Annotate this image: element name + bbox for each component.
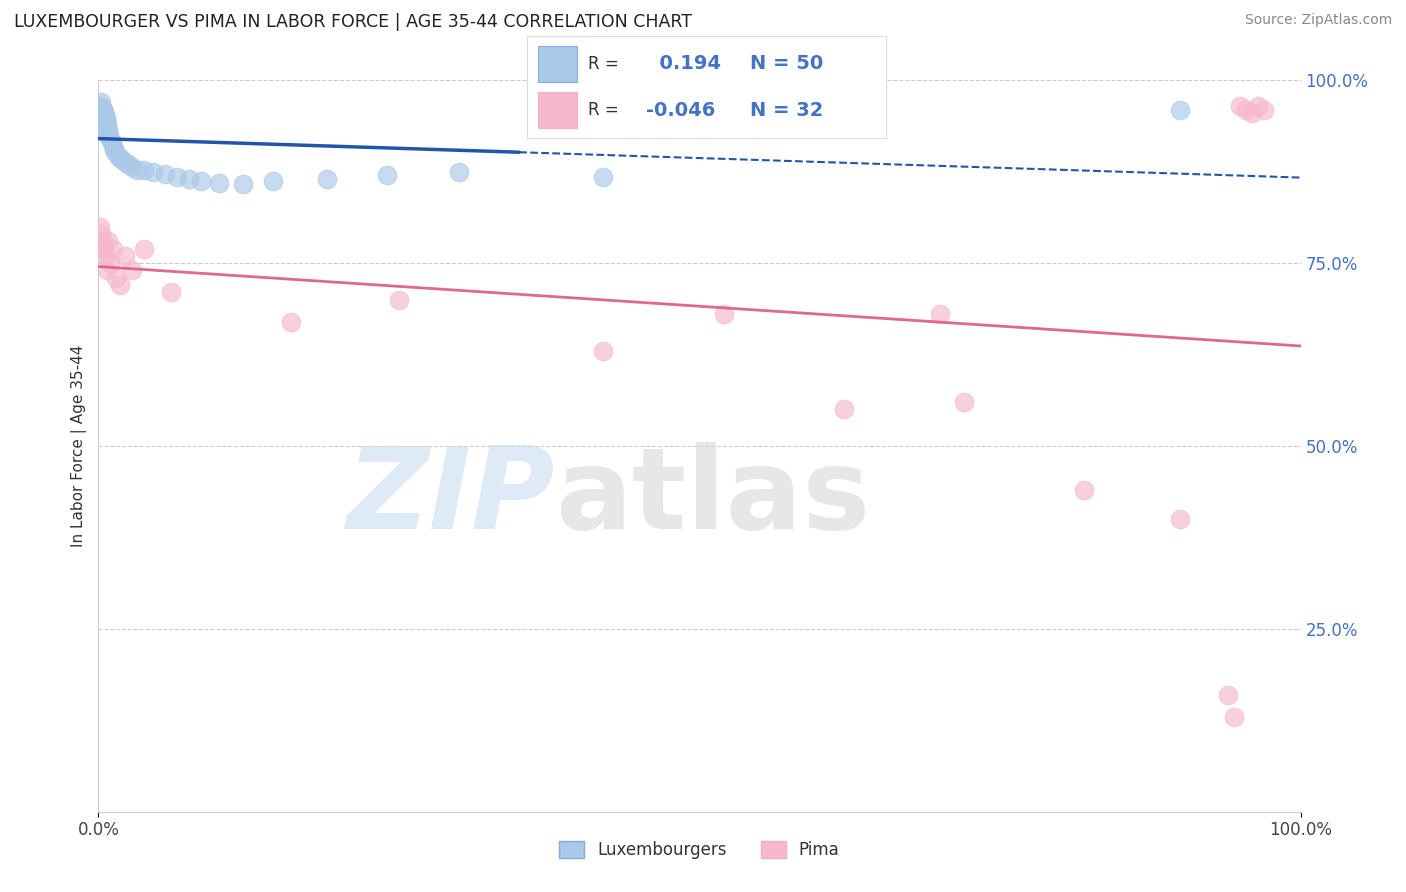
Point [117,157,139,171]
Point [96,263,118,277]
Point [114,155,136,169]
Text: 0.194: 0.194 [645,54,720,73]
Point [121,263,143,277]
Point [1241,106,1264,120]
Legend: Luxembourgers, Pima: Luxembourgers, Pima [553,834,846,865]
Point [1236,103,1258,117]
Point [928,307,950,321]
Point [94,110,117,124]
Point [100,256,122,270]
Point [91,110,114,124]
Point [141,164,163,178]
Point [103,143,125,157]
Bar [538,92,578,128]
Point [713,307,735,321]
Point [89,103,111,117]
Point [91,103,114,118]
Point [1073,483,1095,497]
Point [90,95,112,110]
Point [280,315,302,329]
Y-axis label: In Labor Force | Age 35-44: In Labor Force | Age 35-44 [72,345,87,547]
Point [89,106,111,120]
Text: N = 32: N = 32 [749,101,823,120]
Point [90,103,112,117]
Point [90,106,112,120]
Point [953,395,976,409]
Point [97,123,120,137]
Point [108,278,131,293]
Point [96,117,118,131]
Point [190,174,212,188]
Point [110,153,132,167]
Point [1218,688,1240,702]
Point [89,113,111,128]
Text: atlas: atlas [555,442,870,553]
Point [98,130,121,145]
Point [447,164,470,178]
Point [97,126,120,140]
Point [232,177,254,191]
Point [166,169,188,184]
Point [177,172,200,186]
Point [105,270,128,285]
Point [96,120,118,135]
Text: LUXEMBOURGER VS PIMA IN LABOR FORCE | AGE 35-44 CORRELATION CHART: LUXEMBOURGER VS PIMA IN LABOR FORCE | AG… [14,13,692,31]
Point [1247,99,1270,113]
Point [132,242,155,256]
Point [100,136,122,150]
Point [93,112,115,126]
Text: ZIP: ZIP [347,442,555,553]
Text: -0.046: -0.046 [645,101,714,120]
Point [315,172,337,186]
Point [1253,103,1275,117]
Point [89,219,111,234]
Bar [538,45,578,82]
Point [91,106,114,120]
Point [108,150,131,164]
Point [91,234,114,248]
Point [592,343,614,358]
Point [832,402,855,417]
Point [125,162,148,177]
Point [91,103,114,117]
Text: R =: R = [588,55,619,73]
Point [101,242,124,256]
Point [90,99,112,113]
Point [91,108,114,122]
Point [91,242,114,256]
Point [100,132,122,146]
Point [262,174,284,188]
Point [1229,99,1251,113]
Point [93,242,115,256]
Point [388,293,411,307]
Point [90,227,112,241]
Point [93,103,115,118]
Point [91,106,114,120]
Point [1170,512,1192,526]
Point [105,146,128,161]
Point [114,249,136,263]
Point [153,167,176,181]
Point [91,112,114,126]
Text: N = 50: N = 50 [749,54,823,73]
Text: Source: ZipAtlas.com: Source: ZipAtlas.com [1244,13,1392,28]
Point [208,176,231,190]
Point [1223,709,1246,723]
Point [132,162,155,177]
Point [159,285,181,300]
Point [592,169,614,184]
Text: R =: R = [588,101,619,119]
Point [375,169,398,183]
Point [101,139,124,153]
Point [97,234,120,248]
Point [93,108,115,122]
Point [94,113,117,128]
Point [1170,103,1192,117]
Point [121,160,143,174]
Point [94,249,117,263]
Point [91,113,114,128]
